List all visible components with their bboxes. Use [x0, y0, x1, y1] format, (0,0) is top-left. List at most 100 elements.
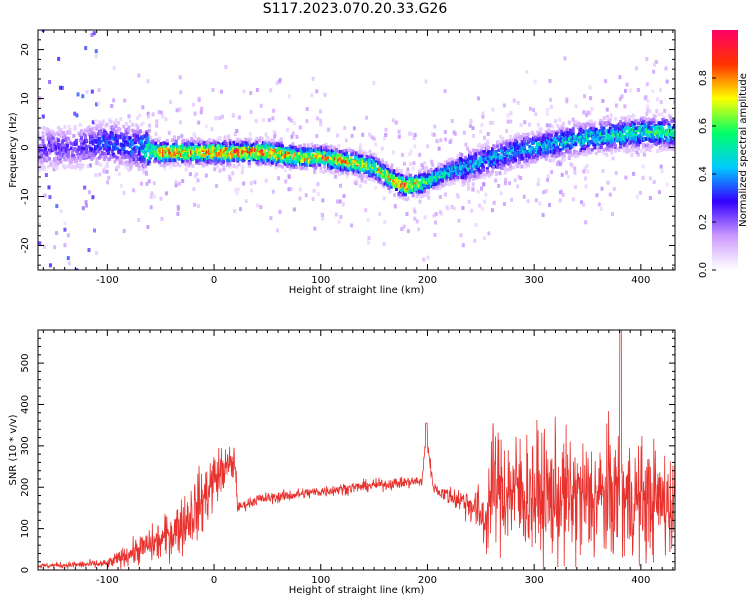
- spectrogram-cell: [496, 159, 500, 164]
- spectrogram-cell: [54, 358, 57, 362]
- spectrogram-cell: [546, 150, 550, 155]
- spectrogram-cell: [121, 133, 125, 138]
- spectrogram-cell: [87, 125, 91, 129]
- spectrogram-cell: [174, 183, 178, 188]
- spectrogram-cell: [599, 207, 603, 212]
- spectrogram-cell: [323, 164, 327, 169]
- spectrogram-cell: [315, 89, 319, 94]
- spectrogram-cell: [512, 142, 516, 146]
- spectrogram-cell: [610, 151, 614, 155]
- spectrogram-cell: [61, 22, 64, 26]
- spectrogram-cell: [483, 175, 487, 180]
- spectrogram-cell: [328, 163, 332, 167]
- spectrogram-cell: [145, 134, 149, 138]
- spectrogram-cell: [653, 114, 657, 119]
- spectrogram-cell: [217, 142, 221, 146]
- spectrogram-cell: [269, 88, 273, 93]
- spectrogram-cell: [320, 147, 324, 152]
- spectrogram-cell: [560, 142, 564, 147]
- spectrogram-cell: [351, 149, 355, 154]
- spectrogram-cell: [65, 142, 69, 146]
- spectrogram-cell: [631, 113, 635, 118]
- spectrogram-cell: [425, 177, 429, 182]
- spectrogram-cell: [554, 119, 558, 124]
- spectrogram-cell: [631, 124, 635, 128]
- spectrogram-cell: [197, 137, 201, 142]
- spectrogram-cell: [461, 159, 465, 163]
- spectrogram-cell: [410, 132, 414, 137]
- spectrogram-cell: [277, 151, 281, 156]
- spectrogram-cell: [109, 120, 113, 124]
- spectrogram-cell: [459, 171, 463, 176]
- spectrogram-cell: [209, 147, 213, 152]
- spectrogram-cell: [97, 101, 101, 106]
- spectrogram-cell: [123, 98, 127, 103]
- spectrogram-cell: [355, 166, 359, 170]
- spectrogram-cell: [471, 177, 475, 181]
- spectrogram-cell: [129, 163, 133, 168]
- spectrogram-cell: [486, 131, 490, 136]
- spectrogram-cell: [289, 186, 293, 191]
- spectrogram-cell: [651, 132, 655, 137]
- spectrogram-cell: [558, 148, 562, 152]
- spectrogram-cell: [368, 149, 372, 154]
- spectrogram-cell: [497, 148, 501, 152]
- spectrogram-cell: [373, 164, 377, 168]
- spectrogram-cell: [535, 156, 539, 161]
- spectrogram-cell: [374, 156, 378, 161]
- spectrogram-cell: [222, 164, 226, 168]
- spectrogram-cell: [549, 130, 553, 134]
- spectrogram-cell: [496, 144, 500, 148]
- spectrogram-cell: [66, 233, 70, 238]
- spectrogram-cell: [103, 157, 107, 162]
- spectrogram-cell: [642, 152, 646, 157]
- spectrogram-cell: [610, 147, 614, 152]
- spectrogram-cell: [562, 157, 566, 162]
- spectrogram-cell: [277, 159, 281, 163]
- spectrogram-cell: [629, 123, 633, 127]
- spectrogram-cell: [466, 163, 470, 168]
- spectrogram-cell: [97, 155, 101, 160]
- spectrogram-cell: [157, 110, 161, 115]
- spectrogram-cell: [451, 160, 455, 165]
- spectrogram-cell: [197, 120, 201, 125]
- spectrogram-cell: [431, 162, 435, 167]
- spectrogram-cell: [323, 151, 327, 156]
- spectrogram-cell: [174, 163, 178, 168]
- spectrogram-cell: [415, 177, 419, 182]
- spectrogram-cell: [144, 152, 148, 157]
- spectrogram-cell: [138, 157, 142, 162]
- spectrogram-cell: [432, 177, 436, 182]
- spectrogram-cell: [83, 185, 87, 190]
- spectrogram-cell: [502, 141, 506, 145]
- spectrogram-cell: [512, 98, 516, 103]
- spectrogram-cell: [159, 110, 163, 115]
- spectrogram-cell: [164, 144, 168, 149]
- spectrogram-cell: [339, 183, 343, 188]
- spectrogram-cell: [336, 153, 340, 158]
- spectrogram-cell: [450, 204, 454, 209]
- spectrogram-cell: [83, 128, 87, 133]
- spectrogram-cell: [623, 104, 627, 109]
- spectrogram-cell: [350, 223, 354, 228]
- spectrogram-cell: [147, 123, 151, 128]
- spectrogram-cell: [423, 189, 427, 193]
- spectrogram-cell: [92, 133, 96, 137]
- spectrogram-cell: [247, 164, 251, 168]
- spectrogram-cell: [610, 144, 614, 148]
- spectrogram-cell: [515, 135, 519, 140]
- spectrogram-cell: [418, 171, 422, 176]
- spectrogram-cell: [539, 127, 543, 131]
- spectrogram-cell: [618, 96, 622, 101]
- spectrogram-cell: [628, 127, 632, 131]
- spectrogram-cell: [435, 186, 439, 191]
- spectrogram-cell: [598, 137, 602, 142]
- spectrogram-cell: [242, 181, 246, 186]
- spectrogram-cell: [382, 166, 386, 170]
- spectrogram-cell: [624, 141, 628, 146]
- spectrogram-cell: [430, 159, 434, 164]
- spectrogram-cell: [632, 117, 636, 122]
- spectrogram-cell: [90, 147, 94, 152]
- spectrogram-cell: [526, 140, 530, 144]
- spectrogram-cell: [356, 152, 360, 156]
